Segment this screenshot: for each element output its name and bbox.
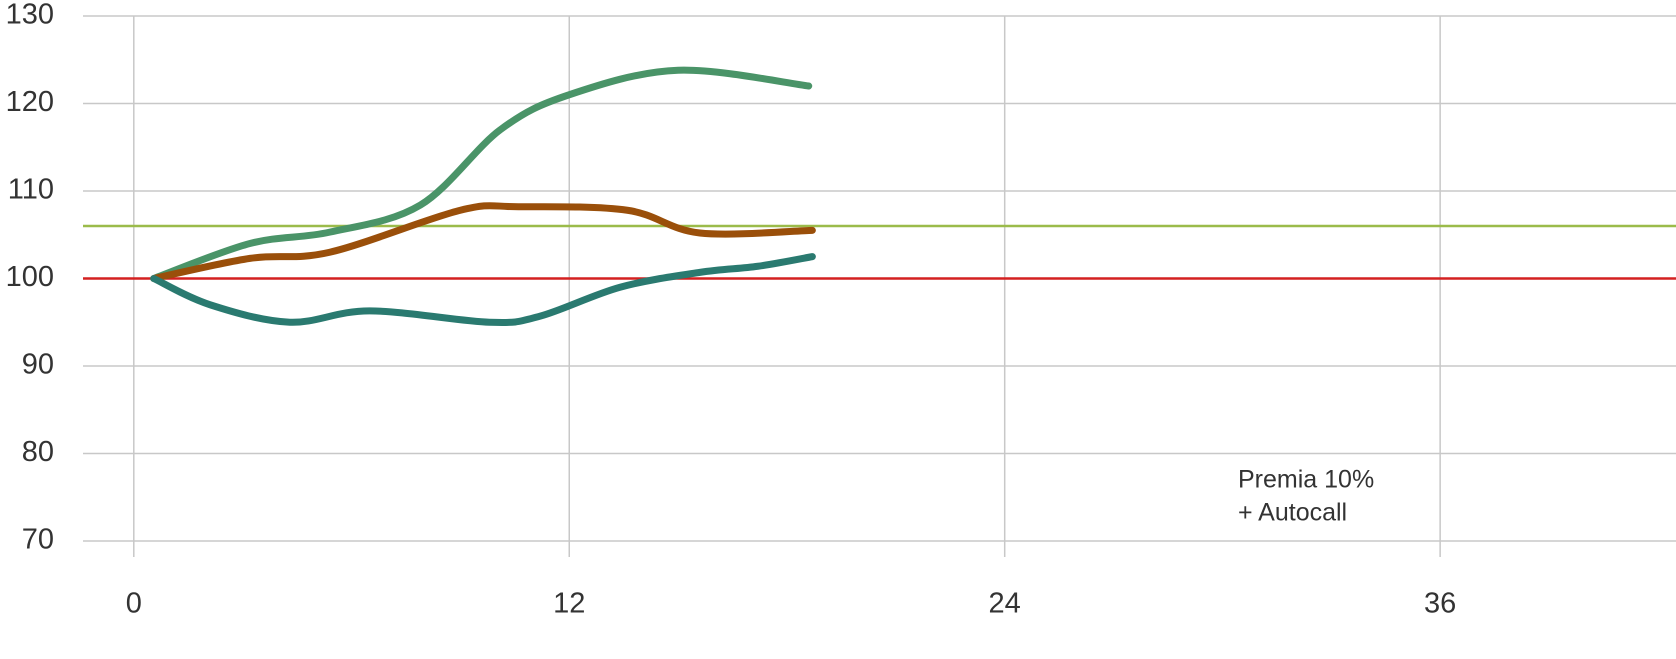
series-line (150, 66, 813, 282)
x-tick-label: 24 (989, 588, 1021, 620)
y-tick-label: 100 (6, 261, 54, 293)
series-line (150, 202, 816, 282)
y-tick-label: 70 (22, 524, 54, 556)
y-tick-label: 90 (22, 349, 54, 381)
y-tick-label: 130 (6, 0, 54, 31)
x-tick-label: 36 (1424, 588, 1456, 620)
y-tick-label: 110 (8, 174, 54, 206)
x-tick-label: 12 (553, 588, 585, 620)
annotation: + Autocall (1238, 499, 1347, 527)
y-tick-label: 80 (22, 436, 54, 468)
x-tick-label: 0 (126, 588, 142, 620)
y-tick-label: 120 (6, 86, 54, 118)
annotation: Premia 10% (1238, 466, 1374, 494)
series-line (150, 253, 816, 326)
